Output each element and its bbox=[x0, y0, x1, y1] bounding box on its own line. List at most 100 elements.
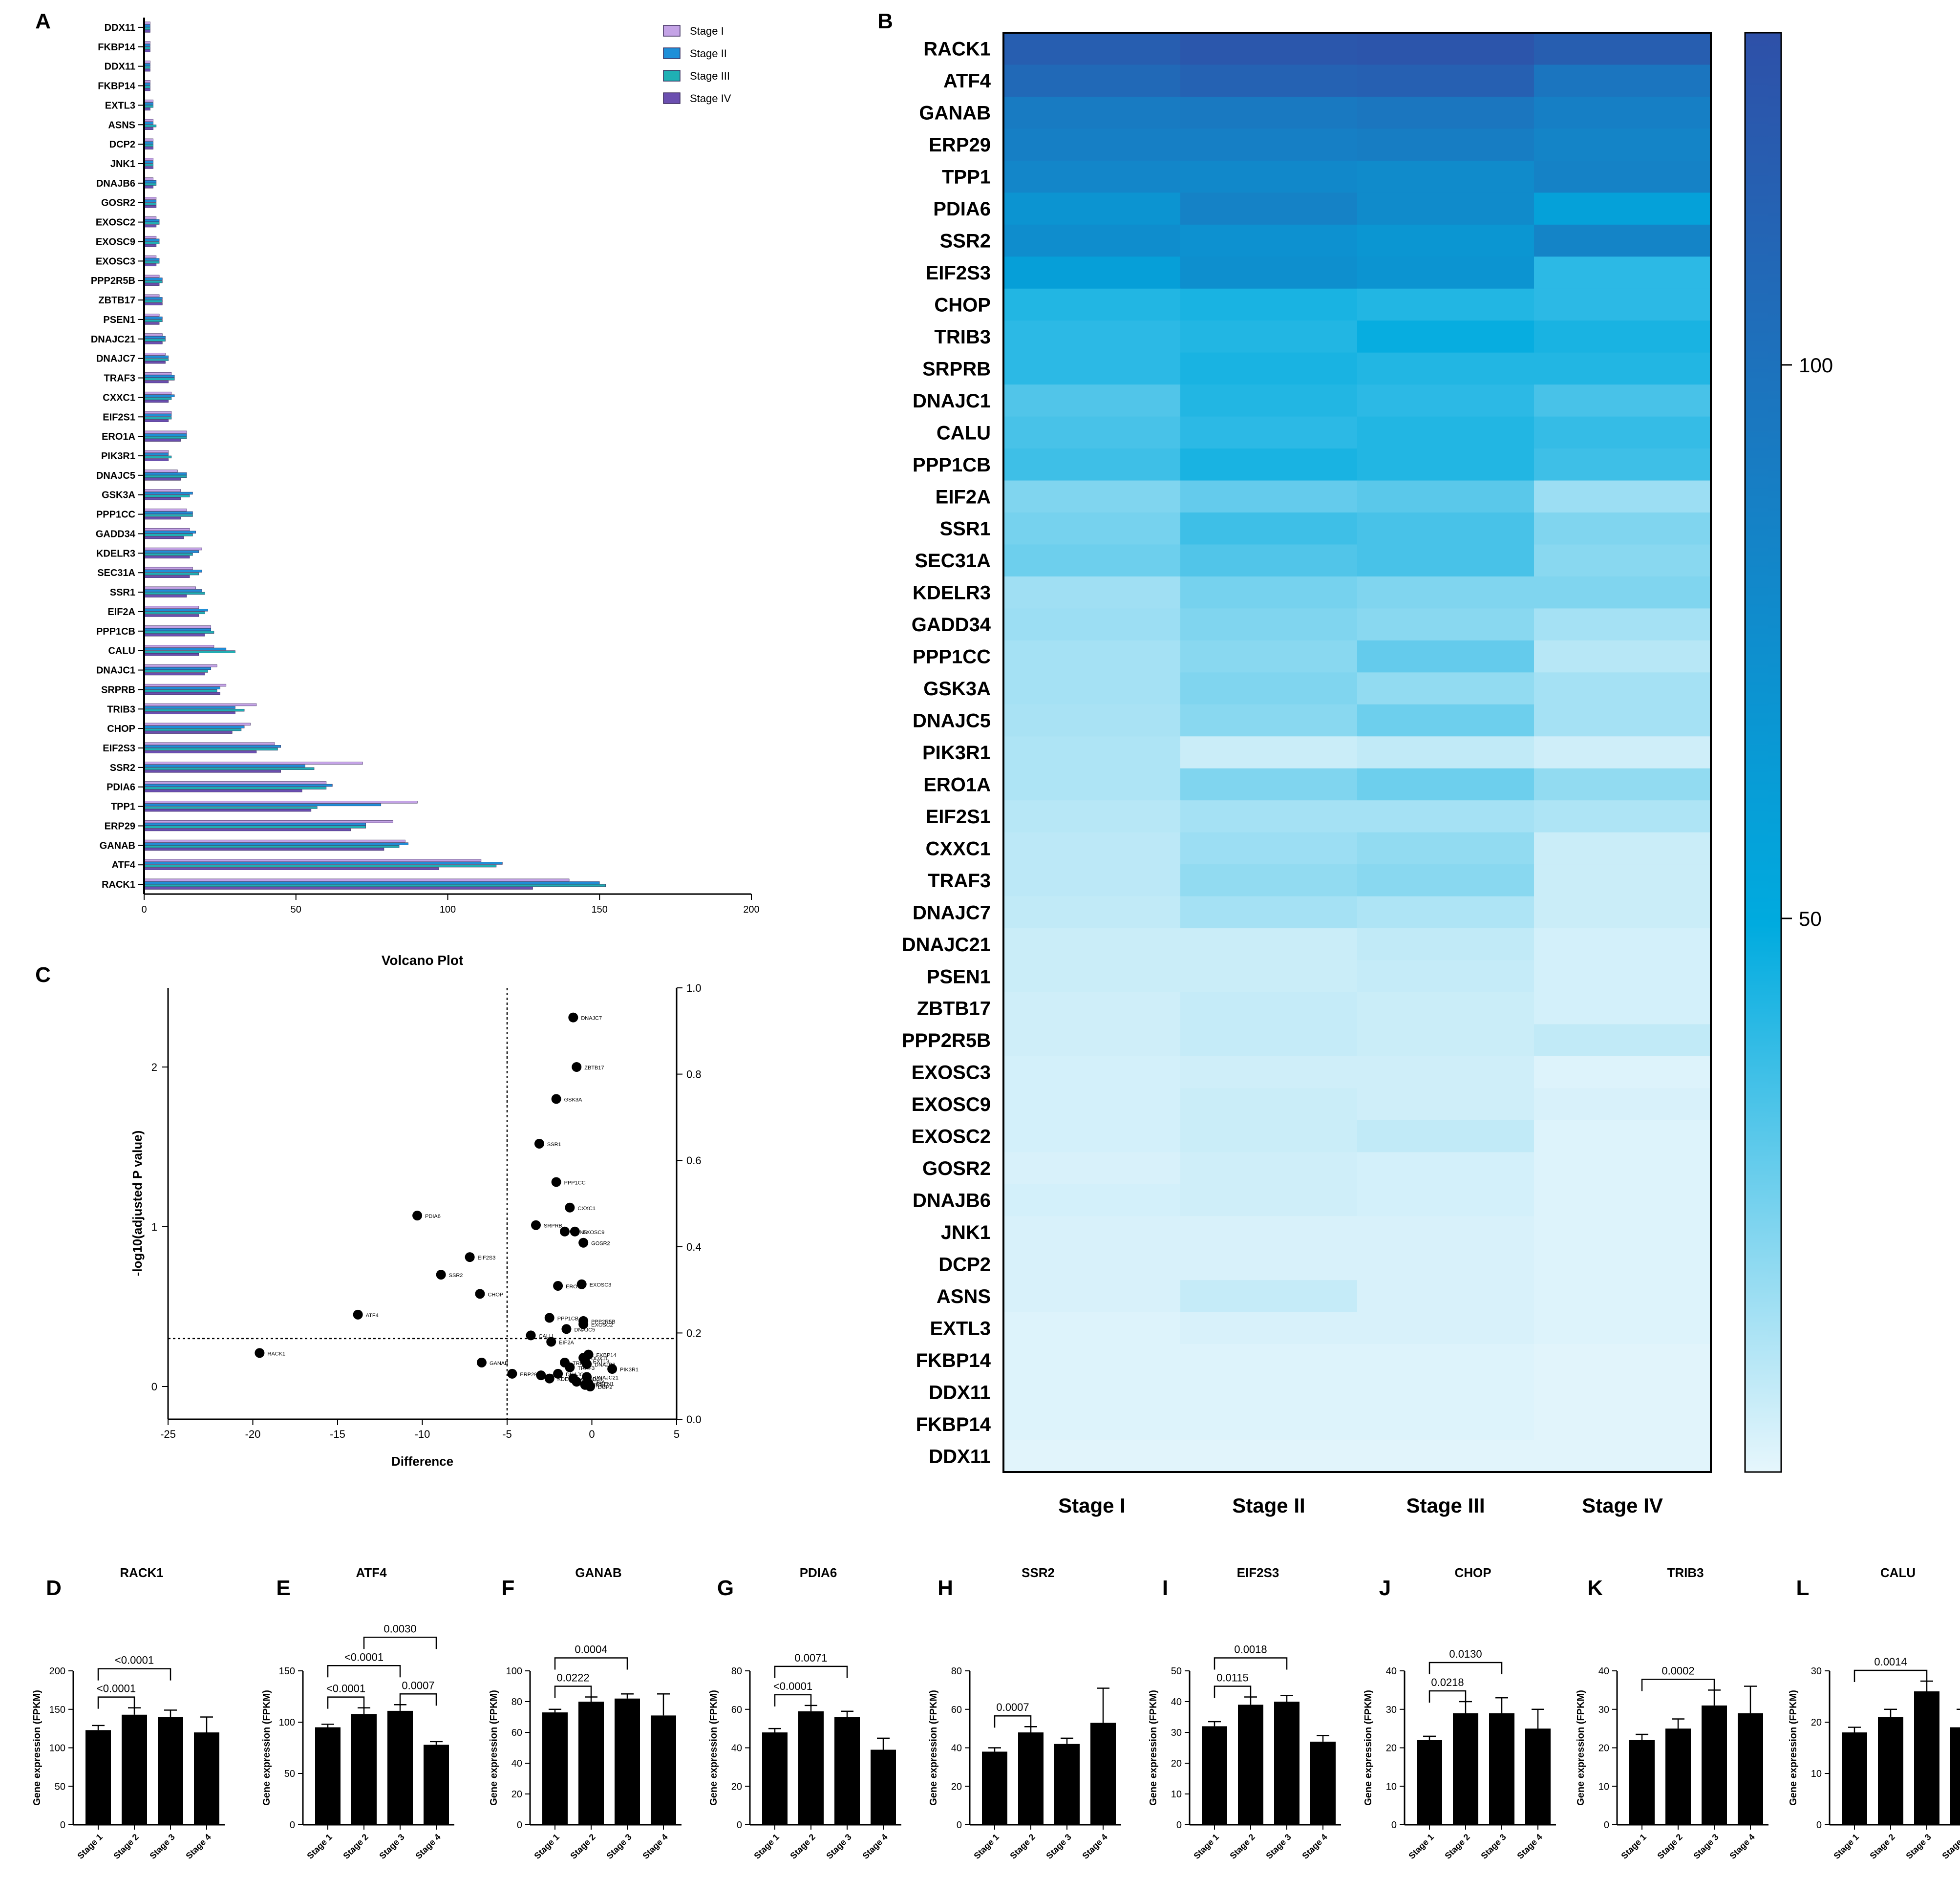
title-ssr2: SSR2 bbox=[1022, 1565, 1055, 1580]
bar-a-psen1-s2 bbox=[144, 317, 163, 320]
heatmap-row-label-exosc9: EXOSC9 bbox=[912, 1094, 991, 1115]
heatmap-cell-atf4-2 bbox=[1180, 64, 1358, 97]
bar-a-ppp1cb-s4 bbox=[144, 634, 205, 637]
tick-label-eif2s3-y: 0 bbox=[1176, 1820, 1182, 1831]
bar-calu-4 bbox=[1950, 1727, 1960, 1825]
tick-label-a-x-150: 150 bbox=[592, 904, 608, 915]
tick-label-atf4-x: Stage 4 bbox=[413, 1832, 442, 1861]
bar-a-ppp2r5b-s1 bbox=[144, 275, 160, 278]
heatmap-cell-zbtb17-4 bbox=[1534, 992, 1711, 1024]
bar-a-chop-s2 bbox=[144, 726, 245, 728]
tick-label-rack1-y: 0 bbox=[60, 1820, 65, 1831]
bar-a-psen1-s4 bbox=[144, 322, 160, 325]
heatmap-cell-chop-4 bbox=[1534, 288, 1711, 321]
heatmap-cell-ppp1cb-1 bbox=[1003, 448, 1181, 481]
bar-a-gadd34-s4 bbox=[144, 536, 184, 539]
volcano-point-label-srprb: SRPRB bbox=[544, 1223, 562, 1229]
volcano-point-calu bbox=[526, 1330, 536, 1341]
bar-a-asns-s2 bbox=[144, 122, 153, 125]
bar-a-ppp1cb-s2 bbox=[144, 628, 212, 631]
bar-a-eif2s3-s3 bbox=[144, 747, 278, 751]
bar-a-pdia6-s4 bbox=[144, 790, 302, 792]
bar-a-gsk3a-s1 bbox=[144, 489, 181, 492]
heatmap-cell-dnajb6-2 bbox=[1180, 1184, 1358, 1216]
heatmap-cell-eif2s3-2 bbox=[1180, 256, 1358, 289]
heatmap-cell-rack1-1 bbox=[1003, 33, 1181, 65]
sig-bracket-ssr2-1 bbox=[994, 1715, 1032, 1728]
heatmap-cell-sec31a-3 bbox=[1357, 544, 1534, 577]
bar-a-rack1-s3 bbox=[144, 884, 606, 887]
tick-label-a-dcp2: DCP2 bbox=[109, 139, 135, 150]
volcano-point-label-eif2s3: EIF2S3 bbox=[478, 1255, 496, 1261]
heatmap-cell-ero1a-1 bbox=[1003, 768, 1181, 801]
heatmap-cell-eif2s3-3 bbox=[1357, 256, 1534, 289]
tick-label-a-dnajc7: DNAJC7 bbox=[96, 354, 135, 364]
tick-label-atf4-x: Stage 2 bbox=[341, 1832, 370, 1861]
sig-label-rack1-2: <0.0001 bbox=[115, 1654, 154, 1666]
tick-label-a-asns: ASNS bbox=[108, 120, 135, 130]
heatmap-cell-gsk3a-3 bbox=[1357, 672, 1534, 705]
volcano-point-exosc9 bbox=[570, 1226, 580, 1237]
bar-a-asns-s4 bbox=[144, 127, 153, 130]
bar-a-dnajb6-s4 bbox=[144, 186, 153, 189]
volcano-point-gsk3a bbox=[551, 1094, 561, 1104]
heatmap-row-label-exosc2: EXOSC2 bbox=[912, 1126, 991, 1148]
tick-label-chop-y: 0 bbox=[1391, 1820, 1397, 1831]
sig-label-ssr2-1: 0.0007 bbox=[996, 1701, 1029, 1713]
heatmap-cell-cxxc1-4 bbox=[1534, 832, 1711, 865]
bar-a-ppp1cb-s3 bbox=[144, 631, 214, 634]
bar-a-ganab-s4 bbox=[144, 848, 384, 851]
tick-label-calu-x: Stage 1 bbox=[1832, 1832, 1860, 1861]
bar-a-ssr2-s4 bbox=[144, 770, 281, 773]
bar-a-zbtb17-s4 bbox=[144, 302, 163, 305]
tick-label-rack1-y: 50 bbox=[55, 1781, 65, 1792]
heatmap-cell-ddx11-2 bbox=[1180, 1440, 1358, 1473]
bar-a-gsk3a-s3 bbox=[144, 494, 190, 497]
bar-eif2s3-2 bbox=[1238, 1705, 1263, 1825]
bar-a-eif2s3-s1 bbox=[144, 742, 275, 745]
heatmap-cell-ganab-2 bbox=[1180, 96, 1358, 129]
ylabel-calu: Gene expression (FPKM) bbox=[1788, 1690, 1799, 1806]
tick-label-atf4-y: 50 bbox=[284, 1769, 295, 1779]
tick-label-a-x-100: 100 bbox=[440, 904, 456, 915]
bar-a-trib3-s1 bbox=[144, 703, 257, 706]
bar-a-cxxc1-s1 bbox=[144, 391, 172, 395]
bar-rack1-2 bbox=[122, 1714, 147, 1825]
legend-label-4: Stage IV bbox=[690, 92, 731, 105]
bar-ganab-4 bbox=[651, 1715, 676, 1825]
tick-label-ganab-y: 20 bbox=[511, 1789, 522, 1800]
volcano-point-atf4 bbox=[353, 1309, 363, 1320]
tick-label-pdia6-y: 0 bbox=[737, 1820, 742, 1831]
bar-a-tpp1-s3 bbox=[144, 806, 318, 809]
volcano-point-dnajb6 bbox=[582, 1359, 592, 1369]
heatmap-cell-chop-2 bbox=[1180, 288, 1358, 321]
bar-a-pdia6-s2 bbox=[144, 784, 333, 787]
bar-a-exosc3-s3 bbox=[144, 261, 160, 264]
tick-label-ssr2-x: Stage 1 bbox=[972, 1832, 1001, 1861]
heatmap-cell-gosr2-3 bbox=[1357, 1152, 1534, 1185]
ylabel-ganab: Gene expression (FPKM) bbox=[489, 1690, 499, 1806]
bar-rack1-3 bbox=[158, 1717, 183, 1825]
volcano-point-label-dnajc7: DNAJC7 bbox=[581, 1016, 602, 1022]
heatmap-row-label-cxxc1: CXXC1 bbox=[926, 838, 991, 859]
heatmap-cell-ppp1cc-2 bbox=[1180, 640, 1358, 673]
volcano-point-ppp1cb bbox=[544, 1313, 554, 1323]
panel-letter-k: K bbox=[1587, 1576, 1603, 1600]
tick-label-c-y: 2 bbox=[151, 1061, 157, 1073]
heatmap-cell-gadd34-4 bbox=[1534, 608, 1711, 641]
heatmap-row-label-ddx11: DDX11 bbox=[929, 1446, 991, 1467]
heatmap-cell-ero1a-4 bbox=[1534, 768, 1711, 801]
heatmap-cell-gsk3a-4 bbox=[1534, 672, 1711, 705]
heatmap-cell-asns-1 bbox=[1003, 1280, 1181, 1313]
heatmap-cell-srprb-4 bbox=[1534, 352, 1711, 385]
volcano-point-label-psen1: PSEN1 bbox=[597, 1381, 614, 1387]
volcano-point-label-chop: CHOP bbox=[488, 1292, 503, 1298]
heatmap-cell-erp29-1 bbox=[1003, 128, 1181, 161]
heatmap-row-label-fkbp14: FKBP14 bbox=[916, 1414, 991, 1435]
bar-ganab-3 bbox=[615, 1698, 640, 1825]
heatmap-cell-exosc3-2 bbox=[1180, 1056, 1358, 1088]
bar-a-ppp2r5b-s3 bbox=[144, 280, 163, 283]
tick-label-a-erp29: ERP29 bbox=[105, 821, 135, 832]
volcano-point-dnajc7 bbox=[568, 1012, 578, 1023]
bar-atf4-3 bbox=[387, 1710, 413, 1825]
